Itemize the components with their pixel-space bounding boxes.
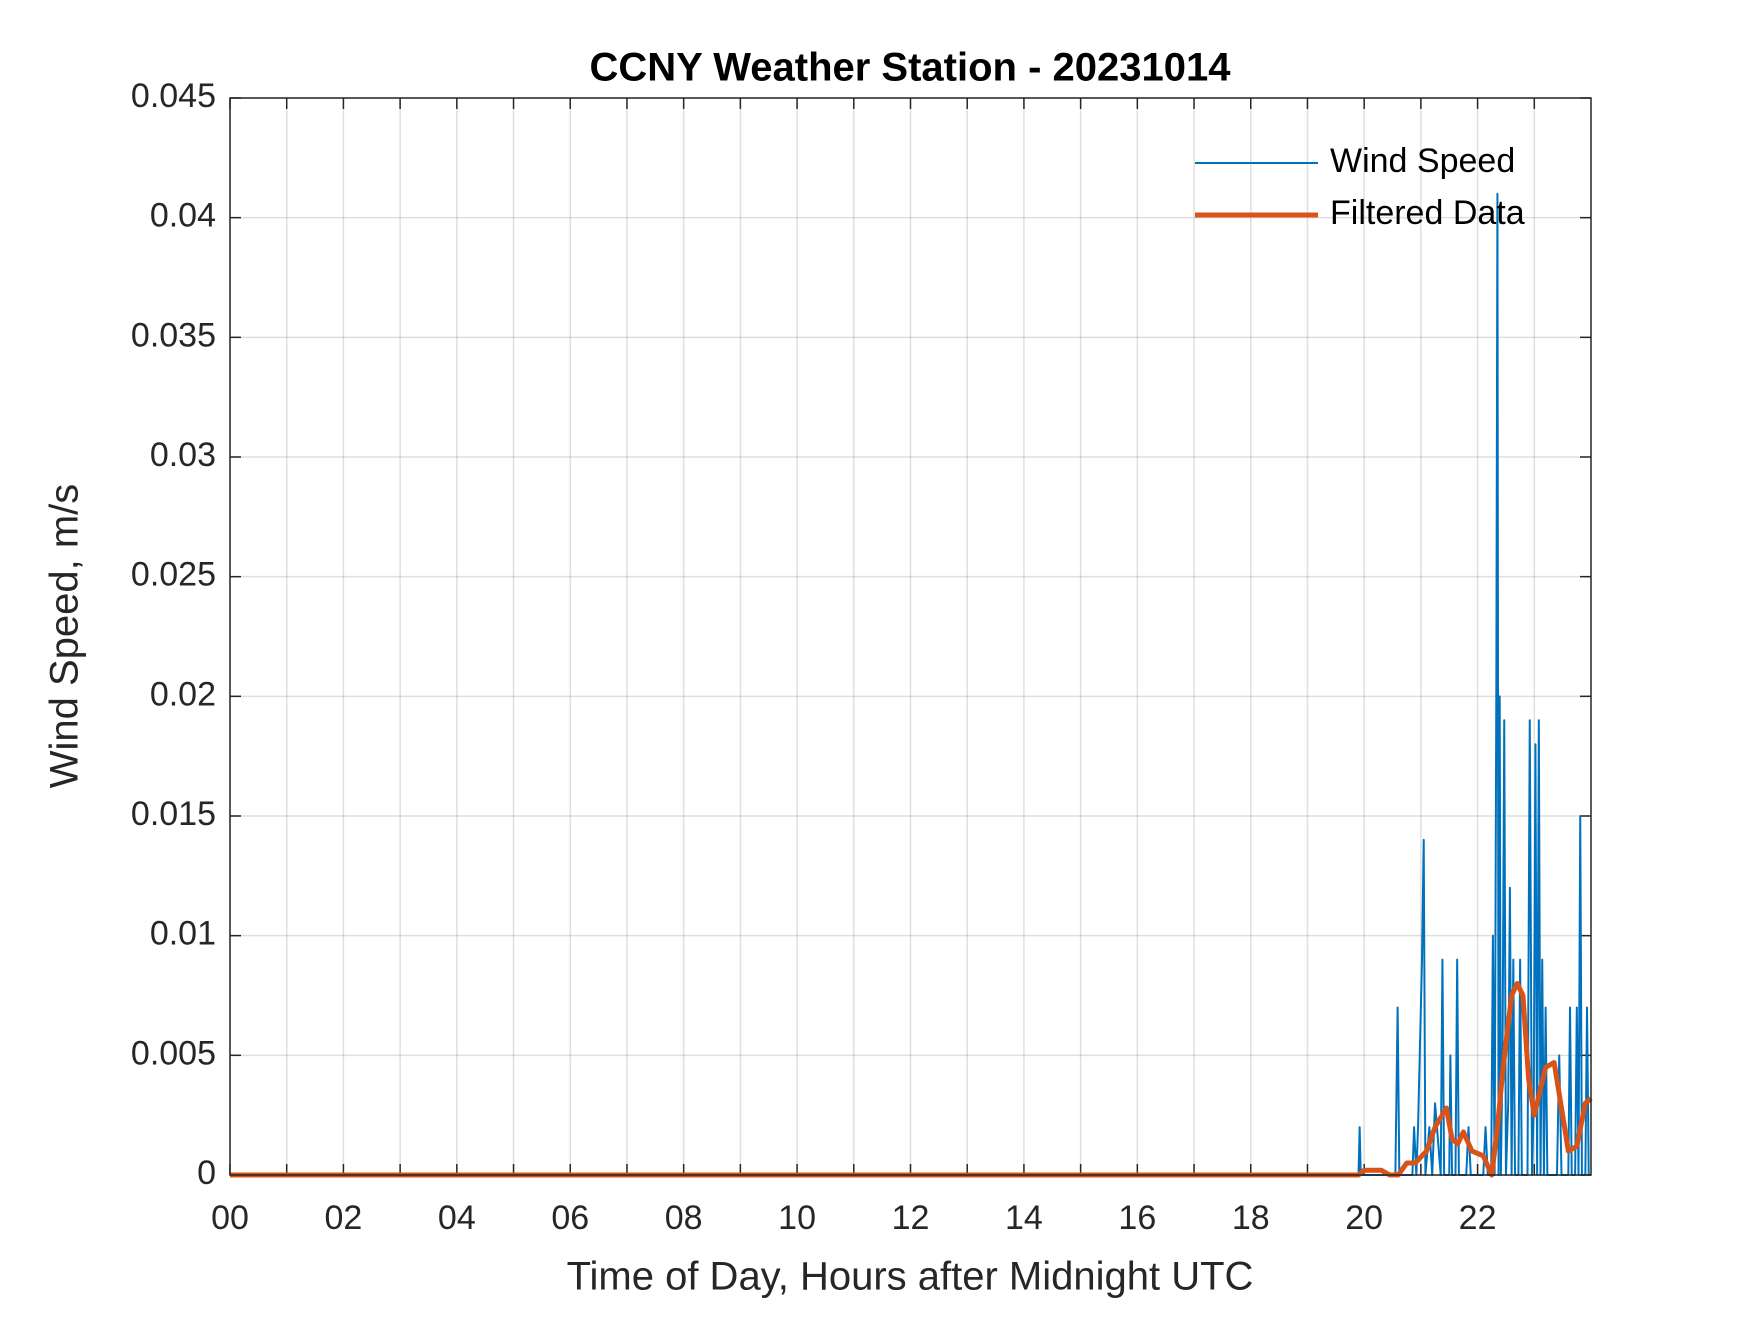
- y-tick-label: 0: [197, 1154, 216, 1192]
- data-line: [230, 981, 1593, 1178]
- y-tick-label: 0.025: [131, 556, 216, 594]
- legend-label: Wind Speed: [1330, 142, 1515, 180]
- y-tick-label: 0.045: [131, 77, 216, 115]
- x-axis-label: Time of Day, Hours after Midnight UTC: [567, 1255, 1254, 1299]
- x-tick-label: 20: [1345, 1199, 1383, 1237]
- axes-box: [229, 97, 1592, 1176]
- chart-title: CCNY Weather Station - 20231014: [590, 46, 1232, 90]
- x-tick-label: 06: [551, 1199, 589, 1237]
- y-tick-label: 0.015: [131, 795, 216, 833]
- x-tick-label: 02: [325, 1199, 363, 1237]
- y-tick-label: 0.04: [150, 197, 216, 235]
- y-tick-label: 0.03: [150, 436, 216, 474]
- data-line: [230, 192, 1591, 1176]
- y-tick-label: 0.005: [131, 1034, 216, 1072]
- y-axis-label: Wind Speed, m/s: [43, 484, 87, 789]
- x-tick-label: 08: [665, 1199, 703, 1237]
- y-tick-label: 0.02: [150, 675, 216, 713]
- y-tick-label: 0.01: [150, 915, 216, 953]
- x-tick-label: 22: [1459, 1199, 1497, 1237]
- x-tick-label: 16: [1118, 1199, 1156, 1237]
- x-tick-label: 14: [1005, 1199, 1043, 1237]
- x-tick-label: 00: [211, 1199, 249, 1237]
- x-tick-label: 18: [1232, 1199, 1270, 1237]
- x-tick-label: 04: [438, 1199, 476, 1237]
- x-tick-label: 10: [778, 1199, 816, 1237]
- x-tick-label: 12: [892, 1199, 930, 1237]
- legend-label: Filtered Data: [1330, 194, 1525, 232]
- y-tick-label: 0.035: [131, 316, 216, 354]
